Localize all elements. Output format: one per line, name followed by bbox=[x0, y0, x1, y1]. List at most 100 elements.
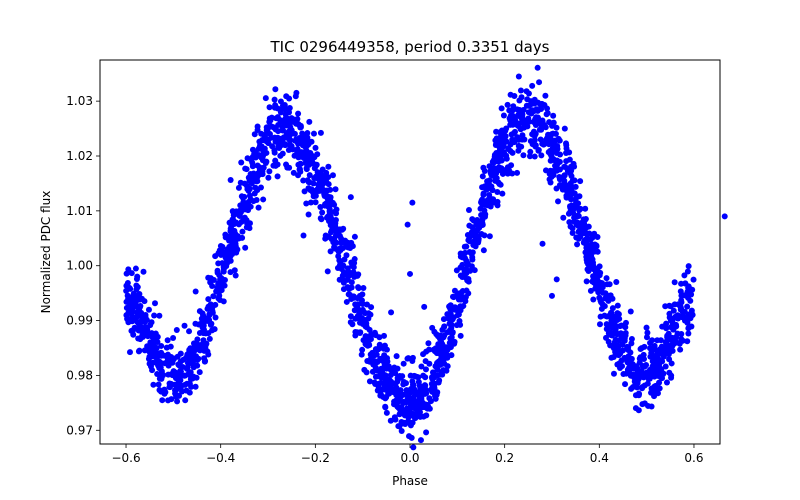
data-point bbox=[496, 148, 503, 155]
data-point bbox=[397, 410, 404, 417]
data-point bbox=[146, 353, 153, 360]
data-point bbox=[403, 380, 409, 387]
data-point bbox=[260, 196, 267, 203]
x-axis-label: Phase bbox=[392, 474, 428, 488]
data-point bbox=[561, 177, 568, 184]
data-point bbox=[588, 243, 595, 250]
data-point bbox=[324, 268, 331, 275]
data-point bbox=[352, 328, 359, 335]
data-point bbox=[685, 294, 692, 301]
data-point bbox=[588, 252, 595, 259]
data-point bbox=[416, 405, 423, 412]
data-point bbox=[496, 138, 503, 145]
data-point bbox=[149, 348, 156, 355]
data-point bbox=[359, 306, 366, 313]
data-point bbox=[688, 307, 695, 314]
x-tick-label: 0.6 bbox=[684, 451, 703, 465]
data-point bbox=[607, 321, 614, 328]
data-point bbox=[640, 351, 647, 358]
data-point bbox=[244, 220, 251, 227]
data-point bbox=[594, 233, 601, 240]
data-point bbox=[582, 205, 589, 212]
data-point bbox=[396, 391, 403, 398]
data-point bbox=[462, 255, 468, 262]
data-point bbox=[266, 104, 273, 111]
data-point bbox=[537, 120, 544, 127]
data-point bbox=[363, 335, 370, 342]
data-point bbox=[487, 203, 494, 210]
data-point bbox=[355, 284, 362, 291]
data-point bbox=[141, 347, 148, 354]
data-point bbox=[273, 115, 280, 122]
data-point bbox=[134, 309, 141, 316]
data-point bbox=[366, 326, 373, 333]
y-tick-label: 1.01 bbox=[66, 204, 93, 218]
data-point bbox=[242, 165, 249, 172]
data-point bbox=[192, 343, 199, 350]
data-point bbox=[300, 177, 307, 184]
data-point bbox=[282, 115, 289, 122]
data-point bbox=[232, 272, 239, 279]
data-point bbox=[525, 90, 532, 97]
data-point bbox=[406, 433, 413, 440]
data-point bbox=[281, 101, 288, 108]
data-point bbox=[577, 233, 584, 240]
data-point bbox=[557, 151, 564, 158]
data-point bbox=[590, 296, 597, 303]
data-point bbox=[260, 149, 267, 156]
data-point bbox=[604, 281, 611, 288]
data-points bbox=[123, 64, 728, 451]
data-point bbox=[505, 145, 512, 152]
data-point bbox=[468, 250, 475, 257]
data-point bbox=[553, 167, 560, 174]
data-point bbox=[546, 170, 553, 177]
data-point bbox=[126, 349, 133, 356]
data-point bbox=[490, 164, 497, 171]
data-point bbox=[208, 320, 215, 327]
data-point bbox=[627, 372, 634, 379]
data-point bbox=[171, 372, 178, 379]
data-point bbox=[400, 360, 407, 367]
data-point bbox=[671, 279, 678, 286]
data-point bbox=[337, 245, 344, 252]
data-point bbox=[394, 403, 401, 410]
data-point bbox=[326, 205, 333, 212]
data-point bbox=[605, 338, 612, 345]
data-point bbox=[255, 204, 262, 211]
outlier-point bbox=[293, 89, 300, 96]
data-point bbox=[172, 387, 179, 394]
data-point bbox=[189, 353, 196, 360]
data-point bbox=[215, 295, 222, 302]
data-point bbox=[643, 324, 650, 331]
data-point bbox=[495, 167, 502, 174]
data-point bbox=[628, 355, 635, 362]
data-point bbox=[255, 170, 262, 177]
outlier-point bbox=[494, 202, 501, 209]
data-point bbox=[533, 114, 540, 121]
data-point bbox=[212, 253, 219, 260]
data-point bbox=[363, 320, 370, 327]
data-point bbox=[332, 186, 339, 193]
data-point bbox=[465, 206, 472, 213]
data-point bbox=[486, 233, 493, 240]
data-point bbox=[431, 385, 438, 392]
data-point bbox=[312, 199, 319, 206]
data-point bbox=[177, 358, 184, 365]
data-point bbox=[258, 130, 265, 137]
data-point bbox=[609, 305, 616, 312]
data-point bbox=[538, 126, 545, 133]
data-point bbox=[159, 397, 166, 404]
data-point bbox=[226, 237, 233, 244]
data-point bbox=[343, 252, 350, 259]
data-point bbox=[663, 379, 670, 386]
data-point bbox=[414, 391, 421, 398]
data-point bbox=[638, 368, 645, 375]
data-point bbox=[430, 346, 437, 353]
data-point bbox=[402, 420, 409, 427]
data-point bbox=[327, 213, 334, 220]
data-point bbox=[448, 337, 455, 344]
data-point bbox=[347, 319, 354, 326]
data-point bbox=[127, 285, 134, 292]
data-point bbox=[655, 357, 662, 364]
data-point bbox=[475, 237, 482, 244]
